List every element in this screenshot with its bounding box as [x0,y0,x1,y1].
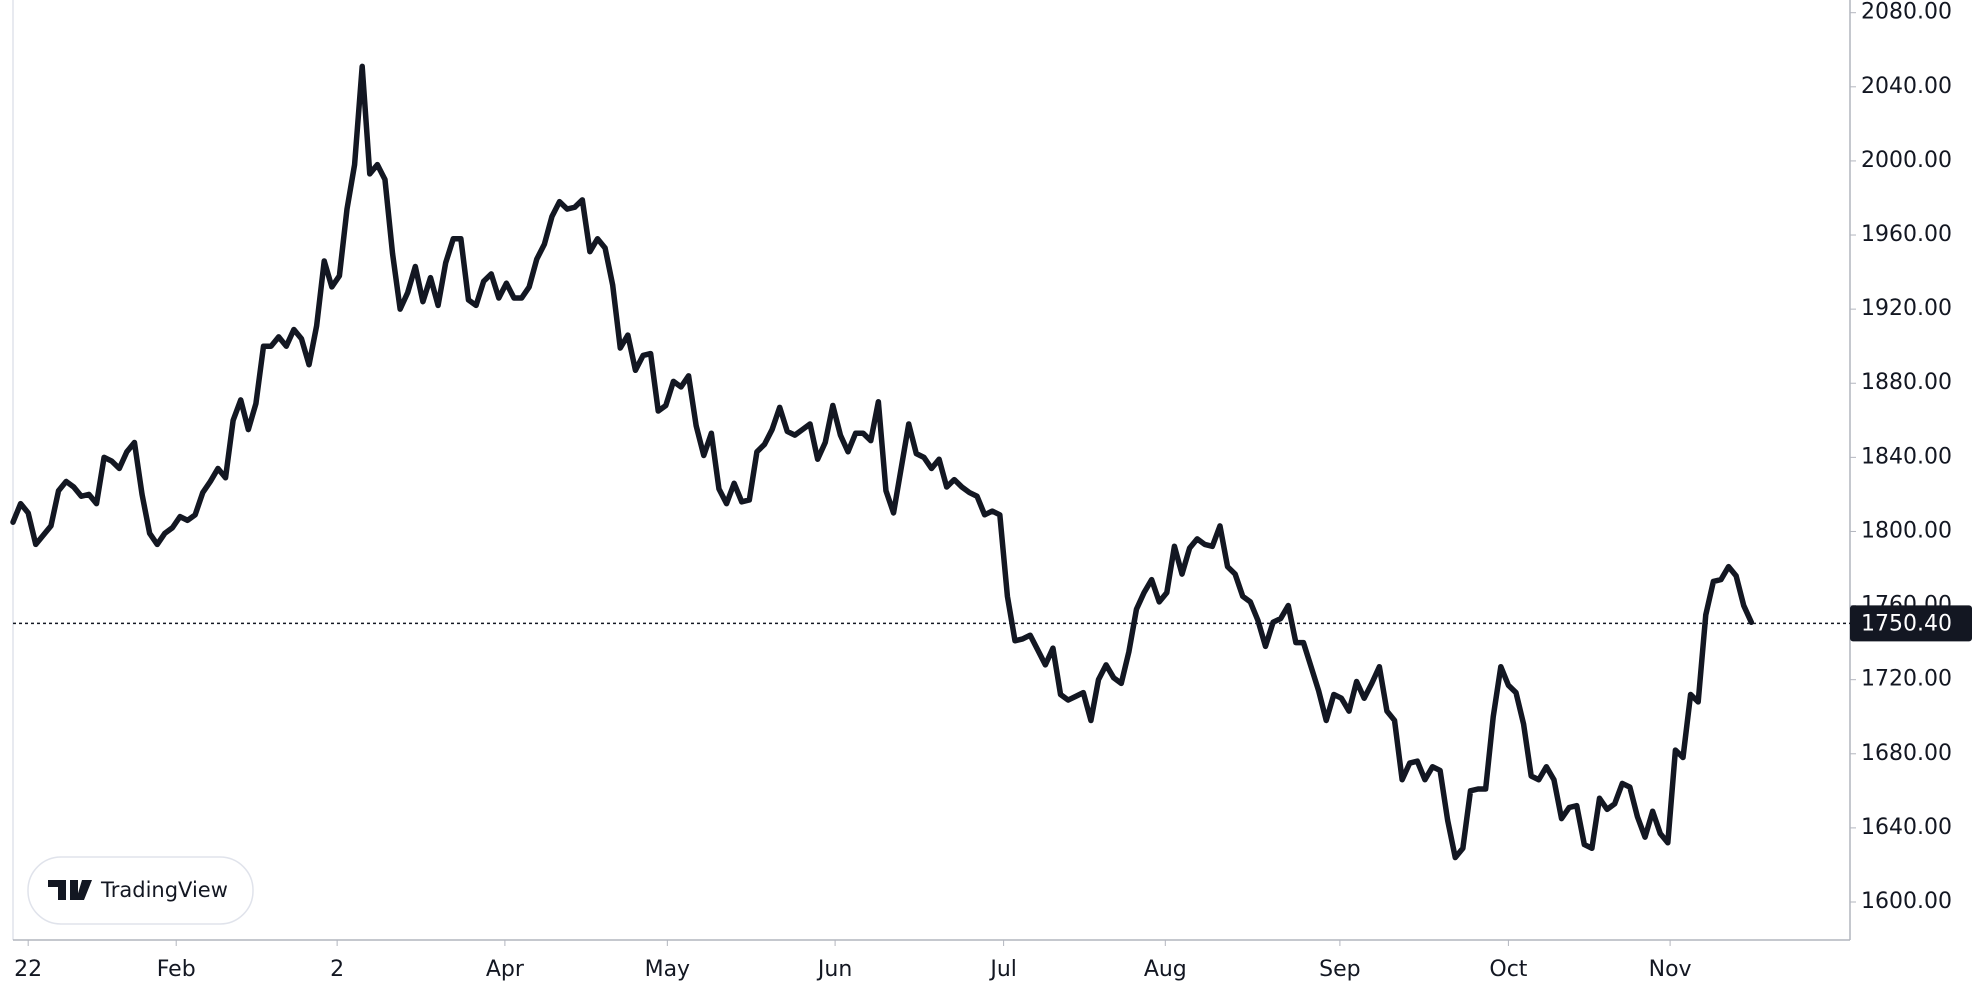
watermark-box[interactable] [27,856,254,925]
x-tick-label: Aug [1144,957,1187,982]
price-line [10,63,1755,861]
y-tick-label: 1640.00 [1861,815,1952,840]
last-price-label: 1750.40 [1861,611,1952,636]
x-tick-label: 22 [14,957,42,982]
y-tick-label: 1720.00 [1861,667,1952,692]
x-tick-label: Apr [486,957,525,982]
y-tick-label: 1840.00 [1861,444,1952,469]
last-price-box [1850,605,1972,642]
watermark-text: TradingView [100,878,228,902]
y-tick-label: 2000.00 [1861,148,1952,173]
y-tick-label: 1880.00 [1861,370,1952,395]
watermark-logo [48,880,92,900]
x-tick-label: Jun [816,957,852,982]
y-tick-label: 1680.00 [1861,741,1952,766]
x-tick-label: May [645,957,690,982]
y-tick-label: 1600.00 [1861,889,1952,914]
watermark[interactable]: TradingView [27,856,254,925]
y-tick-label: 2040.00 [1861,74,1952,99]
x-tick-label: Jul [988,957,1017,982]
x-tick-label: Nov [1649,957,1692,982]
y-tick-label: 1800.00 [1861,518,1952,543]
x-tick-label: 2 [330,957,344,982]
y-tick-label: 1920.00 [1861,296,1952,321]
x-tick-label: Oct [1489,957,1527,982]
x-tick-label: Sep [1319,957,1360,982]
y-tick-label: 2080.00 [1861,0,1952,25]
y-tick-label: 1960.00 [1861,222,1952,247]
x-tick-label: Feb [157,957,196,982]
